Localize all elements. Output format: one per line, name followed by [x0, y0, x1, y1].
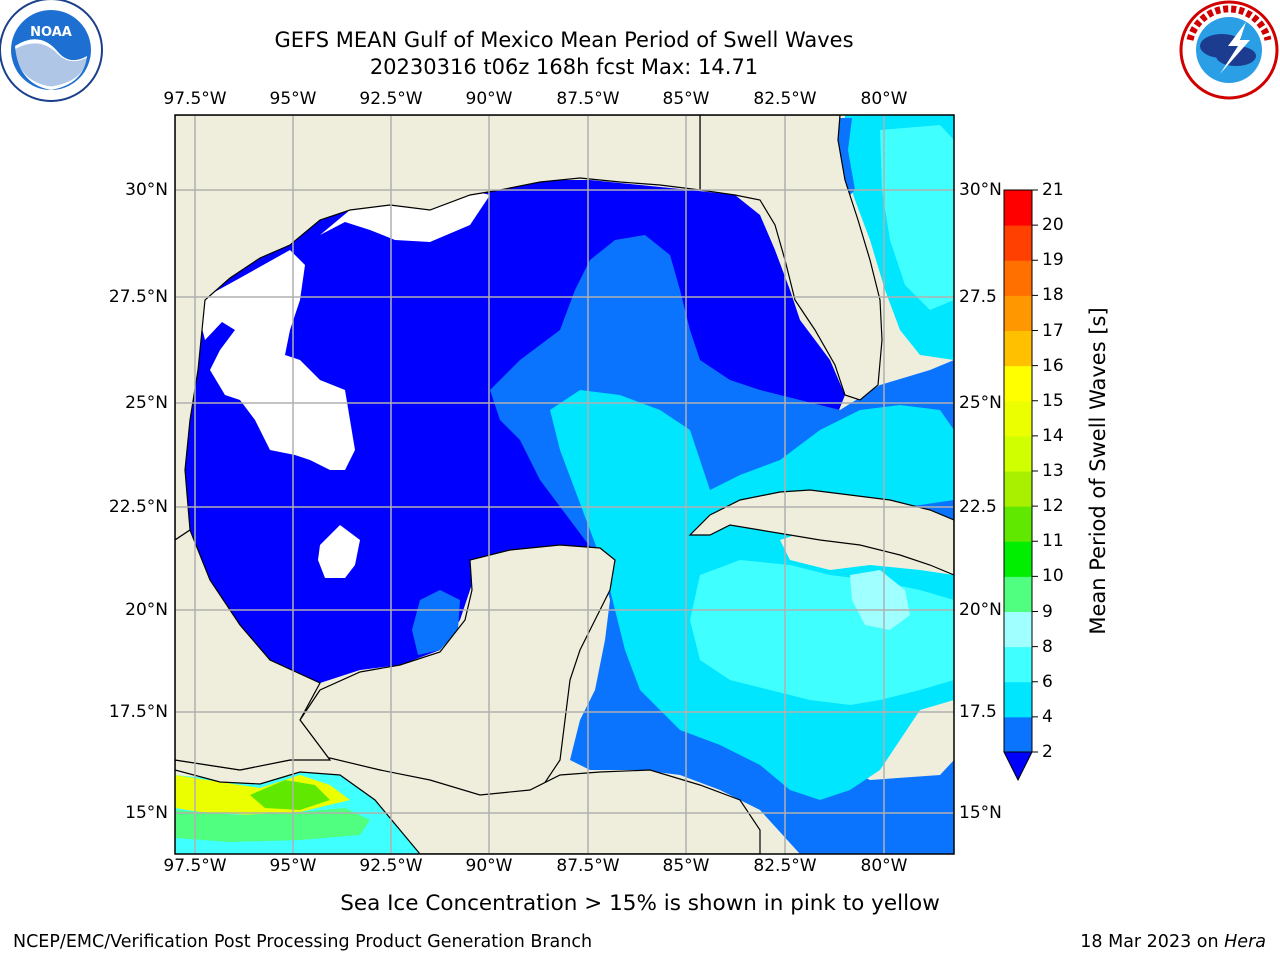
- lat-label-right: 17.5: [959, 702, 997, 722]
- lon-label-bottom: 95°W: [269, 856, 317, 876]
- lon-label-top: 87.5°W: [556, 89, 620, 109]
- swell-band-8-9s: [850, 570, 910, 630]
- lat-label-right: 22.5: [959, 497, 997, 517]
- footer-branch: NCEP/EMC/Verification Post Processing Pr…: [13, 932, 593, 952]
- sea-ice-note: Sea Ice Concentration > 15% is shown in …: [340, 891, 940, 916]
- graticule: [175, 115, 954, 854]
- lon-label-top: 85°W: [662, 89, 710, 109]
- colorbar-tick-label: 10: [1042, 566, 1064, 587]
- colorbar-tick-label: 20: [1042, 215, 1064, 236]
- lat-label-right: 15°N: [959, 803, 1002, 823]
- colorbar-tick-label: 9: [1042, 601, 1053, 622]
- lon-label-bottom: 97.5°W: [163, 856, 227, 876]
- colorbar-tick-label: 17: [1042, 320, 1064, 341]
- map-frame: [174, 114, 955, 855]
- lat-label-right: 25°N: [959, 393, 1002, 413]
- lat-label-right: 30°N: [959, 180, 1002, 200]
- land-central-america: [175, 757, 761, 854]
- lat-label-left: 15°N: [125, 803, 168, 823]
- lat-label-left: 20°N: [125, 600, 168, 620]
- lat-label-left: 17.5°N: [108, 702, 168, 722]
- plot-title-line2: 20230316 t06z 168h fcst Max: 14.71: [369, 55, 759, 79]
- land-cuba: [688, 489, 954, 576]
- colorbar-tick-label: 14: [1042, 425, 1064, 446]
- colorbar-tick-label: 12: [1042, 496, 1064, 517]
- lon-label-bottom: 82.5°W: [753, 856, 817, 876]
- colorbar-tick-label: 15: [1042, 390, 1064, 411]
- lat-label-left: 25°N: [125, 393, 168, 413]
- colorbar-tick-label: 11: [1042, 531, 1064, 552]
- colorbar-tick-label: 4: [1042, 706, 1053, 727]
- pacific-light-band: [175, 808, 370, 842]
- lat-label-left: 22.5°N: [108, 497, 168, 517]
- lon-label-top: 92.5°W: [359, 89, 423, 109]
- lon-label-bottom: 87.5°W: [556, 856, 620, 876]
- plot-title-line1: GEFS MEAN Gulf of Mexico Mean Period of …: [274, 28, 854, 52]
- colorbar-tick-label: 2: [1042, 742, 1053, 762]
- lat-label-right: 27.5: [959, 287, 997, 307]
- footer-date-text: 18 Mar 2023 on: [1080, 932, 1225, 952]
- footer-host: Hera: [1224, 932, 1266, 952]
- lon-label-bottom: 90°W: [465, 856, 513, 876]
- lon-label-top: 97.5°W: [163, 89, 227, 109]
- land-us-gulf-coast: [175, 115, 701, 541]
- pacific-green-band: [250, 780, 330, 810]
- colorbar-tick-label: 16: [1042, 355, 1064, 376]
- lat-label-left: 30°N: [125, 180, 168, 200]
- lat-label-left: 27.5°N: [108, 287, 168, 307]
- lon-label-bottom: 85°W: [662, 856, 710, 876]
- lon-label-top: 90°W: [465, 89, 513, 109]
- no-data-patch-northwest: [200, 250, 355, 470]
- footer-date: 18 Mar 2023 on Hera: [1080, 932, 1266, 952]
- lon-label-top: 82.5°W: [753, 89, 817, 109]
- colorbar-tick-label: 18: [1042, 285, 1064, 306]
- lat-label-right: 20°N: [959, 600, 1002, 620]
- atlantic-swell-inner: [880, 125, 954, 310]
- lon-label-top: 80°W: [860, 89, 908, 109]
- colorbar-tick-label: 13: [1042, 461, 1064, 481]
- colorbar-tick-label: 21: [1042, 180, 1064, 200]
- colorbar-label: Mean Period of Swell Waves [s]: [1086, 307, 1110, 635]
- swell-patch-campeche: [412, 590, 460, 655]
- land-mexico-west: [175, 529, 332, 771]
- no-data-patch-south: [318, 525, 360, 578]
- colorbar-tick-label: 19: [1042, 250, 1064, 271]
- colorbar-tick-label: 8: [1042, 636, 1053, 657]
- lon-label-top: 95°W: [269, 89, 317, 109]
- lon-label-bottom: 80°W: [860, 856, 908, 876]
- lon-label-bottom: 92.5°W: [359, 856, 423, 876]
- map-plot-area: [175, 115, 954, 854]
- colorbar-tick-label: 6: [1042, 671, 1053, 692]
- land-florida: [699, 115, 883, 401]
